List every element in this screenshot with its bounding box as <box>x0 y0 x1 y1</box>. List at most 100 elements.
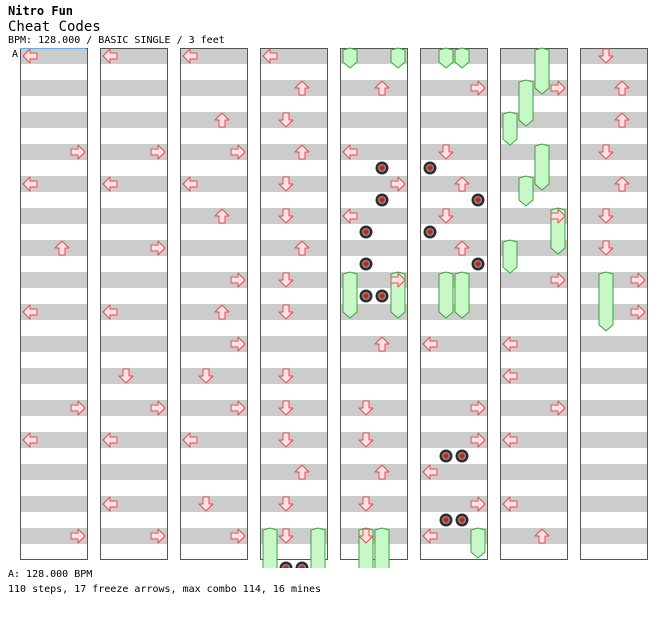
freeze-arrow <box>454 47 470 69</box>
beat-stripe <box>20 304 88 320</box>
arrow-down-note <box>278 304 294 320</box>
beat-stripe <box>180 304 248 320</box>
arrow-right-note <box>550 272 566 288</box>
chart-column <box>180 48 248 560</box>
beat-stripe <box>100 464 168 480</box>
arrow-up-note <box>294 464 310 480</box>
arrow-up-note <box>294 144 310 160</box>
beat-stripe <box>180 528 248 544</box>
arrow-right-note <box>550 400 566 416</box>
freeze-arrow <box>518 175 534 207</box>
arrow-right-note <box>150 528 166 544</box>
beat-stripe <box>420 496 488 512</box>
beat-stripe <box>580 48 648 64</box>
beat-stripe <box>500 432 568 448</box>
song-title: Cheat Codes <box>8 19 101 35</box>
beat-stripe <box>20 48 88 64</box>
mine <box>359 257 373 271</box>
beat-stripe <box>420 240 488 256</box>
freeze-arrow <box>518 79 534 127</box>
beat-stripe <box>500 272 568 288</box>
freeze-arrow <box>534 47 550 95</box>
beat-stripe <box>20 368 88 384</box>
beat-stripe <box>500 464 568 480</box>
beat-stripe <box>500 48 568 64</box>
beat-stripe <box>180 144 248 160</box>
freeze-arrow <box>438 271 454 319</box>
beat-stripe <box>180 48 248 64</box>
arrow-left-note <box>502 368 518 384</box>
beat-stripe <box>340 464 408 480</box>
beat-stripe <box>420 208 488 224</box>
arrow-left-note <box>422 336 438 352</box>
beat-stripe <box>100 240 168 256</box>
arrow-left-note <box>342 208 358 224</box>
beat-stripe <box>420 80 488 96</box>
chart-stats: 110 steps, 17 freeze arrows, max combo 1… <box>8 584 322 595</box>
arrow-left-note <box>342 144 358 160</box>
beat-stripe <box>340 368 408 384</box>
beat-stripe <box>500 496 568 512</box>
beat-stripe <box>340 80 408 96</box>
beat-stripe <box>500 304 568 320</box>
arrow-left-note <box>102 48 118 64</box>
beat-stripe <box>260 240 328 256</box>
freeze-arrow <box>310 527 326 568</box>
arrow-right-note <box>230 528 246 544</box>
arrow-left-note <box>22 304 38 320</box>
beat-stripe <box>420 144 488 160</box>
arrow-down-note <box>198 496 214 512</box>
beat-stripe <box>260 400 328 416</box>
arrow-right-note <box>470 496 486 512</box>
arrow-down-note <box>278 496 294 512</box>
arrow-left-note <box>22 48 38 64</box>
mine <box>455 449 469 463</box>
mine <box>295 561 309 568</box>
freeze-arrow <box>470 527 486 559</box>
beat-stripe <box>100 400 168 416</box>
arrow-up-note <box>374 80 390 96</box>
beat-stripe <box>340 496 408 512</box>
arrow-down-note <box>278 528 294 544</box>
arrow-down-note <box>118 368 134 384</box>
arrow-left-note <box>102 304 118 320</box>
arrow-right-note <box>470 432 486 448</box>
beat-stripe <box>260 144 328 160</box>
beat-stripe <box>260 368 328 384</box>
freeze-arrow <box>262 527 278 568</box>
beat-stripe <box>100 176 168 192</box>
arrow-down-note <box>438 144 454 160</box>
beat-stripe <box>500 80 568 96</box>
beat-stripe <box>180 176 248 192</box>
freeze-arrow <box>598 271 614 332</box>
beat-stripe <box>260 272 328 288</box>
beat-stripe <box>180 240 248 256</box>
arrow-up-note <box>614 112 630 128</box>
arrow-left-note <box>502 336 518 352</box>
beat-stripe <box>20 496 88 512</box>
mine <box>439 449 453 463</box>
arrow-right-note <box>230 144 246 160</box>
beat-stripe <box>180 368 248 384</box>
beat-stripe <box>500 528 568 544</box>
arrow-right-note <box>150 144 166 160</box>
beat-stripe <box>20 80 88 96</box>
beat-stripe <box>420 464 488 480</box>
mine <box>471 257 485 271</box>
beat-stripe <box>340 112 408 128</box>
beat-stripe <box>100 48 168 64</box>
mine <box>375 161 389 175</box>
arrow-right-note <box>550 80 566 96</box>
beat-stripe <box>340 240 408 256</box>
beat-stripe <box>500 176 568 192</box>
beat-stripe <box>580 80 648 96</box>
beat-stripe <box>580 304 648 320</box>
beat-stripe <box>260 432 328 448</box>
beat-stripe <box>100 368 168 384</box>
beat-stripe <box>180 80 248 96</box>
arrow-left-note <box>102 176 118 192</box>
chart-column <box>20 48 88 560</box>
section-marker: A <box>12 49 18 60</box>
beat-stripe <box>420 304 488 320</box>
arrow-down-note <box>358 400 374 416</box>
